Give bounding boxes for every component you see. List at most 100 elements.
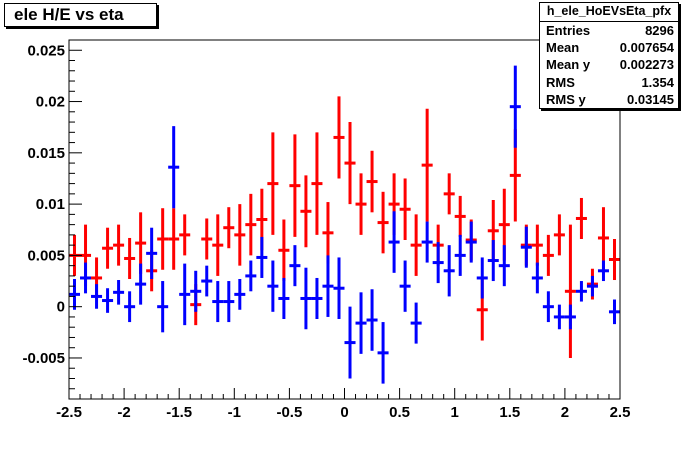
data-point [223, 281, 235, 323]
x-tick-label: -0.5 [276, 404, 302, 421]
series-0 [69, 96, 620, 358]
series-1 [69, 65, 620, 384]
data-point [212, 214, 224, 276]
data-point [223, 207, 235, 249]
data-point [300, 175, 312, 248]
y-tick-label: 0.02 [36, 94, 65, 111]
data-point [190, 270, 202, 312]
data-point [421, 108, 433, 222]
data-point [487, 240, 499, 282]
data-point [366, 289, 378, 351]
stats-value: 0.03145 [627, 91, 674, 107]
stats-label: RMS [546, 74, 575, 90]
data-point [344, 306, 356, 379]
data-point [542, 234, 554, 276]
data-point [377, 322, 389, 384]
data-point [124, 237, 136, 279]
data-point [399, 260, 411, 312]
y-tick-label: 0.015 [27, 145, 65, 162]
data-point [564, 304, 576, 330]
stats-value: 8296 [645, 23, 674, 38]
data-point [355, 292, 367, 354]
data-point [575, 197, 587, 239]
data-point [410, 302, 422, 344]
stats-value: 0.002273 [619, 57, 674, 73]
data-point [432, 242, 444, 284]
data-point [509, 65, 521, 148]
data-point [443, 245, 455, 297]
data-point [245, 193, 257, 256]
data-point [520, 226, 532, 268]
data-point [344, 122, 356, 205]
data-point [421, 221, 433, 263]
data-point [366, 150, 378, 213]
data-point [575, 281, 587, 302]
data-point [91, 284, 103, 309]
stats-label: Entries [546, 23, 591, 38]
data-point [564, 224, 576, 358]
data-point [289, 245, 301, 287]
x-tick-label: 2.5 [610, 404, 631, 421]
stats-row-rms: RMS 1.354 [540, 74, 678, 91]
chart-title: ele H/E vs eta [4, 3, 157, 27]
plot-frame [68, 39, 621, 400]
data-marks [69, 65, 620, 384]
data-point [278, 277, 290, 319]
data-point [234, 204, 246, 266]
data-point [608, 299, 620, 325]
data-point [256, 236, 268, 278]
data-point [333, 257, 345, 319]
stats-row-mean-y: Mean y 0.002273 [540, 56, 678, 73]
data-point [454, 234, 466, 276]
data-point [146, 227, 158, 279]
data-point [135, 263, 147, 305]
data-point [168, 126, 180, 209]
x-tick-label: 0.5 [389, 404, 410, 421]
data-point [333, 96, 345, 179]
data-point [531, 262, 543, 294]
stats-row-rms-y: RMS y 0.03145 [540, 91, 678, 108]
data-point [300, 267, 312, 330]
axes: -2.5 -2 -1.5 -1 -0.5 0 0.5 1 1.5 2 2.5 -0.005 0 0.005… [22, 39, 631, 421]
data-point [80, 262, 92, 294]
x-tick-label: -2 [117, 404, 130, 421]
data-point [597, 207, 609, 269]
data-point [355, 173, 367, 235]
data-point [179, 263, 191, 326]
y-tick-label: 0 [57, 299, 65, 316]
data-point [476, 257, 488, 299]
data-point [157, 208, 169, 270]
data-point [168, 208, 180, 270]
data-point [278, 219, 290, 282]
data-point [234, 278, 246, 310]
data-point [113, 224, 125, 266]
data-point [465, 221, 477, 263]
x-tick-label: 2 [561, 404, 569, 421]
data-point [443, 173, 455, 215]
data-point [311, 277, 323, 319]
stats-box: h_ele_HoEVsEta_pfx Entries 8296 Mean 0.0… [539, 2, 679, 109]
stats-label: Mean y [546, 57, 591, 73]
y-tick-label: 0.01 [36, 196, 65, 213]
data-point [113, 280, 125, 305]
data-point [289, 134, 301, 237]
x-tick-label: 0 [340, 404, 348, 421]
y-tick-label: 0.005 [27, 247, 65, 264]
data-point [542, 291, 554, 323]
y-tick-label: 0.025 [27, 42, 65, 59]
x-tick-label: -2.5 [56, 404, 82, 421]
data-point [498, 245, 510, 287]
data-point [102, 227, 114, 269]
data-point [201, 265, 213, 297]
x-tick-label: -1.5 [166, 404, 192, 421]
data-point [322, 255, 334, 317]
data-point [179, 214, 191, 256]
x-tick-label: 1.5 [499, 404, 520, 421]
data-point [201, 218, 213, 260]
data-point [586, 275, 598, 297]
data-point [454, 195, 466, 237]
data-point [531, 224, 543, 266]
data-point [267, 132, 279, 235]
data-point [102, 288, 114, 313]
